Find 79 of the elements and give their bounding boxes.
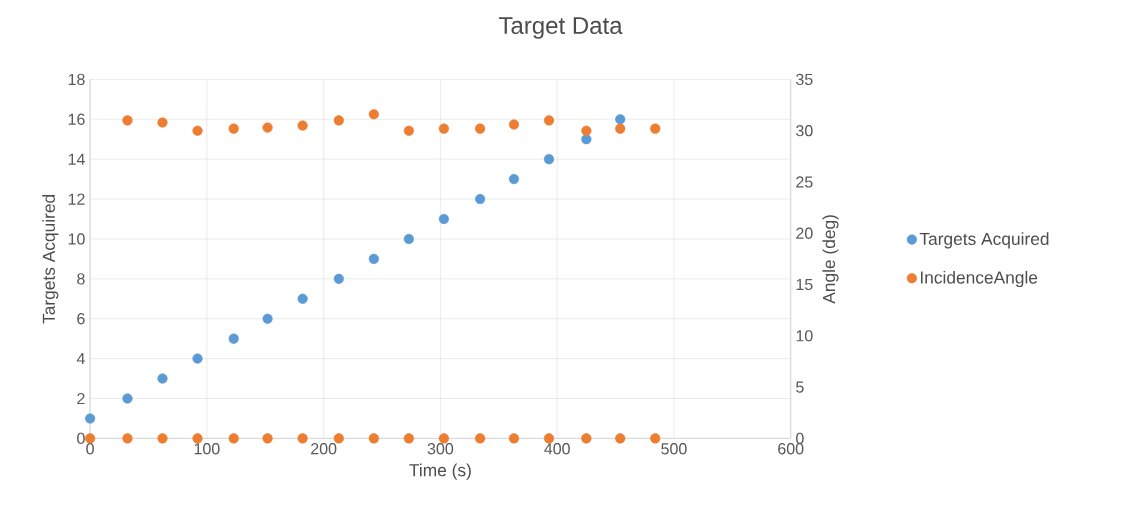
y2-tick-label: 30 — [796, 124, 813, 137]
point — [368, 253, 379, 264]
point — [403, 433, 414, 444]
point — [297, 293, 308, 304]
point — [438, 123, 449, 134]
point — [228, 333, 239, 344]
point — [122, 433, 133, 444]
point — [475, 433, 486, 444]
y2-tick-label: 15 — [796, 278, 813, 290]
y2-tick-label: 0 — [796, 432, 804, 444]
point — [543, 153, 555, 165]
y-tick-label: 12 — [68, 193, 85, 205]
point — [543, 115, 555, 126]
legend-label: IncidenceAngle — [920, 270, 1038, 287]
x-axis-title: Time (s) — [409, 463, 471, 480]
point — [438, 213, 449, 224]
point — [157, 433, 168, 444]
y-tick-label: 16 — [68, 113, 85, 125]
point — [650, 433, 661, 444]
x-tick-label: 200 — [311, 442, 337, 455]
point — [508, 119, 520, 130]
chart-title: Target Data — [498, 17, 623, 39]
point — [157, 117, 168, 128]
point — [297, 120, 308, 131]
point — [297, 433, 308, 444]
y-tick-label: 2 — [77, 392, 85, 404]
point — [262, 313, 273, 324]
point — [543, 433, 555, 444]
y-tick-label: 6 — [77, 312, 85, 325]
y-tick-label: 14 — [68, 153, 85, 165]
point — [403, 233, 414, 244]
x-tick-label: 500 — [661, 442, 687, 455]
point — [581, 125, 592, 136]
point — [508, 433, 520, 444]
point — [228, 123, 239, 134]
y-tick-label: 10 — [68, 233, 85, 245]
y2-tick-label: 35 — [796, 73, 813, 85]
y2-tick-label: 5 — [796, 381, 804, 393]
y-tick-label: 0 — [77, 432, 85, 444]
point — [650, 123, 661, 134]
point — [262, 122, 273, 133]
point — [333, 115, 344, 126]
point — [615, 433, 626, 444]
y2-tick-label: 10 — [796, 329, 813, 342]
y-tick-label: 18 — [68, 73, 85, 85]
point — [368, 108, 379, 120]
point — [122, 393, 133, 404]
point — [615, 123, 626, 134]
point — [85, 433, 96, 444]
y2-axis-title: Angle (deg) — [822, 214, 839, 304]
y-tick-label: 4 — [76, 352, 85, 364]
point — [192, 125, 203, 136]
point — [475, 193, 486, 204]
legend-label: Targets Acquired — [919, 232, 1049, 249]
point — [368, 433, 379, 444]
point — [615, 113, 626, 125]
point — [122, 115, 133, 126]
point — [192, 433, 203, 444]
x-tick-label: 100 — [194, 442, 220, 455]
y2-tick-label: 20 — [796, 227, 813, 239]
point — [192, 353, 203, 364]
point — [157, 373, 168, 384]
point — [228, 433, 239, 444]
point — [403, 125, 414, 136]
point — [262, 433, 273, 444]
point — [475, 123, 486, 134]
point — [581, 433, 592, 444]
y-tick-label: 8 — [77, 272, 85, 285]
point — [438, 433, 449, 444]
point — [85, 413, 96, 424]
point — [508, 173, 520, 184]
x-tick-label: 400 — [544, 442, 570, 455]
y2-tick-label: 25 — [796, 176, 813, 188]
point — [333, 273, 344, 284]
x-tick-label: 300 — [427, 442, 454, 455]
x-tick-label: 600 — [778, 442, 804, 455]
point — [333, 433, 344, 444]
y-axis-title: Targets Acquired — [42, 194, 59, 324]
x-tick-label: 0 — [86, 442, 94, 455]
